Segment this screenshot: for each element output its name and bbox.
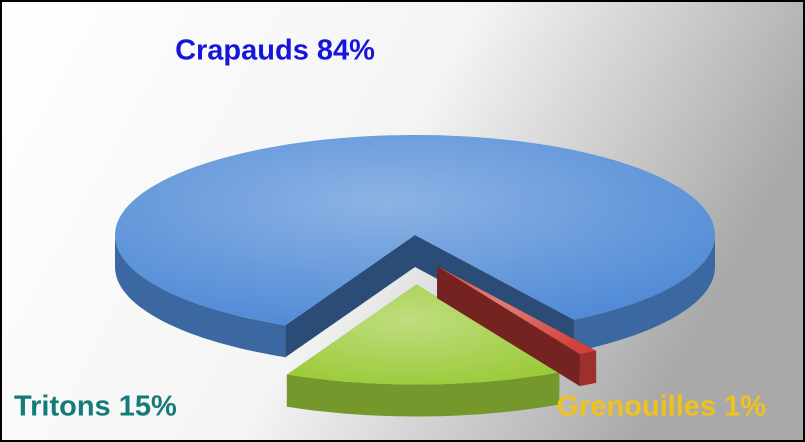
slice-label: Tritons 15% [14,391,177,423]
slice-wall [285,235,415,358]
slice-side [579,350,597,387]
slice-shine [115,135,715,326]
pie [115,135,715,417]
slice-side [574,235,715,352]
slice-side [286,372,560,417]
slice-label: Grenouilles 1% [556,391,766,423]
slice-label: Crapauds 84% [175,35,375,67]
slice-wall [437,266,580,387]
slice-shine [437,266,597,355]
labels: Crapauds 84% Tritons 15% Grenouilles 1% [14,35,766,423]
slice-side [115,235,286,358]
slice-shine [286,284,560,385]
